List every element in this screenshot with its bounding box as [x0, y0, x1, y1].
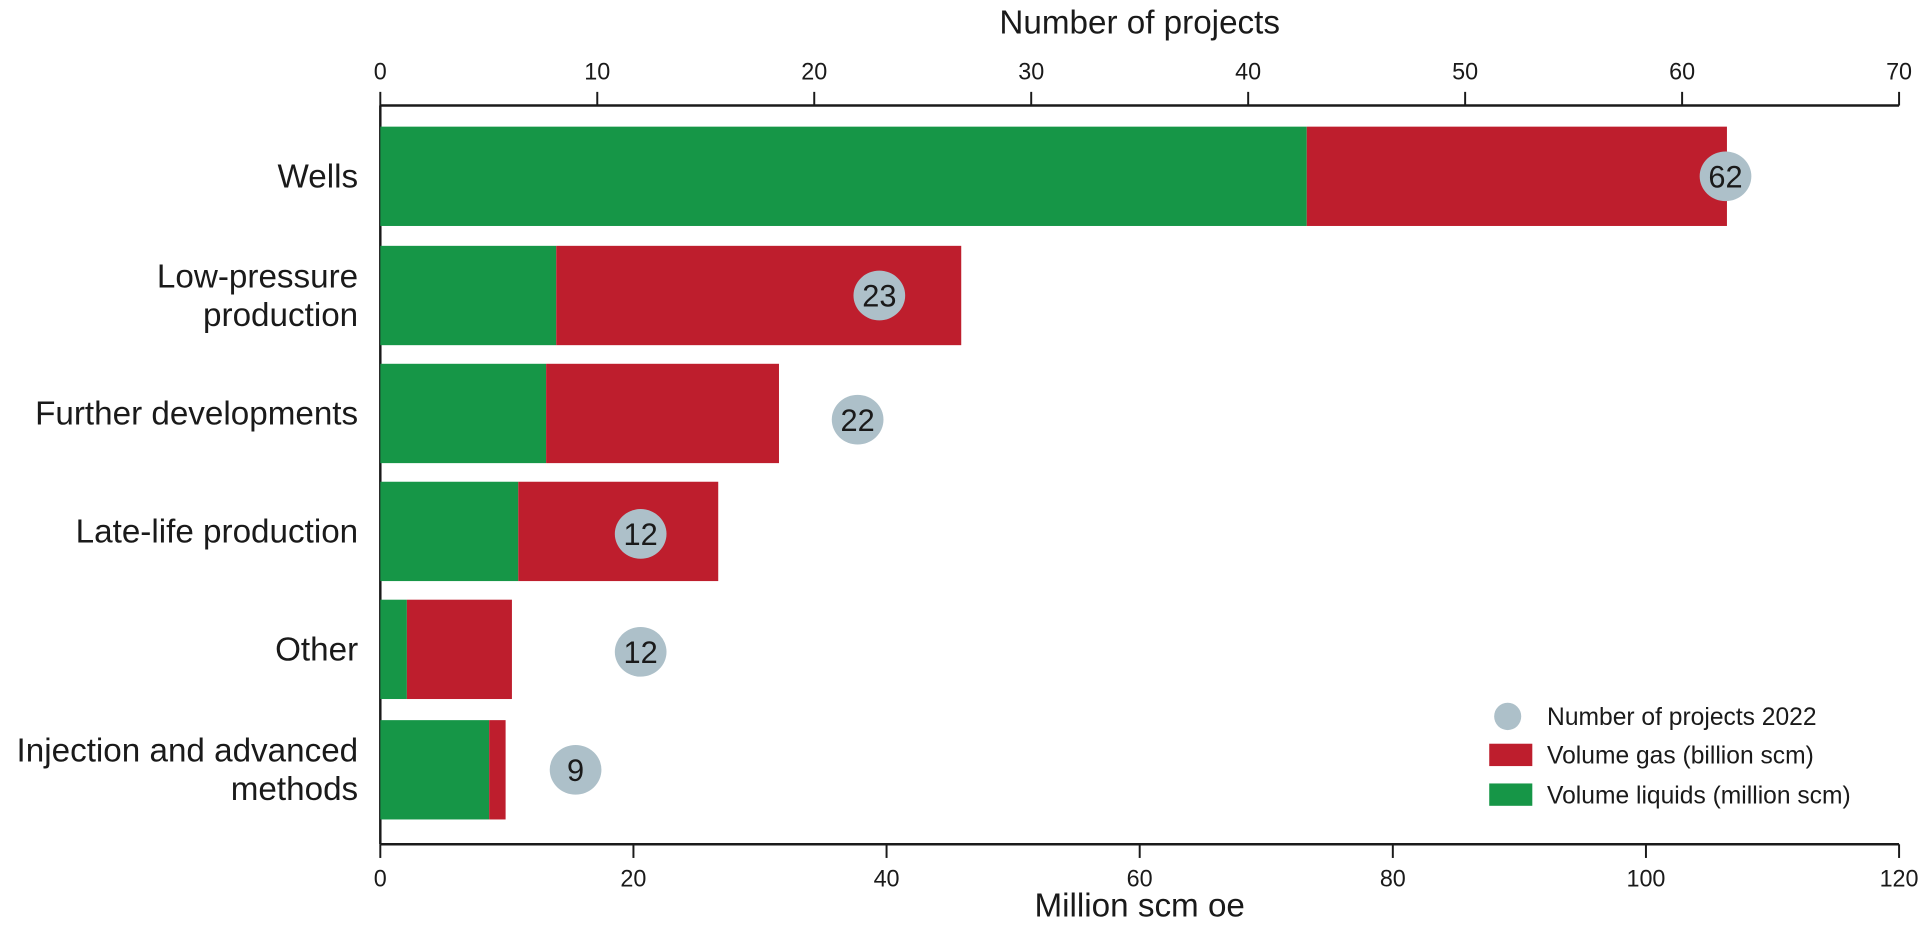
- bottom-axis: 0 20 40 60 80 100 120: [374, 843, 1919, 892]
- bar-liquids: [380, 245, 557, 346]
- category-label: production: [203, 297, 358, 334]
- bar-gas: [406, 599, 512, 700]
- project-count-label: 12: [624, 635, 658, 670]
- top-tick-label: 0: [374, 58, 387, 84]
- legend-circle-icon: [1494, 702, 1522, 731]
- project-count-marker: [614, 509, 667, 559]
- project-count-label: 22: [841, 403, 875, 438]
- category-label: Wells: [278, 158, 359, 195]
- legend-label: Volume liquids (million scm): [1547, 782, 1851, 809]
- bar-liquids: [380, 363, 547, 464]
- bottom-tick-label: 0: [374, 865, 387, 891]
- category-label: Late-life production: [76, 513, 358, 550]
- top-tick-label: 60: [1669, 58, 1695, 84]
- top-tick-label: 20: [801, 58, 827, 84]
- bar-liquids: [380, 481, 519, 582]
- category-label: Low-pressure: [157, 258, 358, 295]
- project-markers: 62 23 22 12 12 9: [549, 151, 1752, 795]
- bottom-tick-label: 80: [1380, 865, 1406, 891]
- category-label: methods: [231, 771, 358, 808]
- legend-label: Volume gas (billion scm): [1547, 742, 1814, 769]
- project-count-label: 23: [862, 279, 896, 314]
- bar-liquids: [380, 599, 407, 700]
- project-count-marker: [853, 270, 906, 321]
- top-tick-label: 40: [1235, 58, 1261, 84]
- top-axis-title: Number of projects: [999, 4, 1280, 41]
- project-count-label: 62: [1708, 159, 1742, 194]
- legend-swatch-icon: [1489, 743, 1533, 767]
- bottom-tick-label: 100: [1626, 865, 1665, 891]
- project-count-marker: [831, 394, 884, 445]
- bar-gas: [489, 720, 506, 820]
- category-label: Injection and advanced: [17, 733, 359, 770]
- bar-liquids: [380, 720, 490, 820]
- project-count-label: 9: [567, 753, 584, 788]
- bottom-axis-title: Million scm oe: [1034, 887, 1244, 924]
- project-count-label: 12: [624, 517, 658, 552]
- bar-liquids: [380, 126, 1307, 226]
- legend-label: Number of projects 2022: [1547, 704, 1816, 731]
- bars: [380, 126, 1727, 820]
- category-label: Further developments: [35, 396, 358, 433]
- bottom-tick-label: 120: [1880, 865, 1919, 891]
- project-count-marker: [614, 627, 667, 677]
- top-tick-label: 10: [584, 58, 610, 84]
- project-count-marker: [1699, 151, 1752, 202]
- bar-gas: [1306, 126, 1727, 226]
- bottom-tick-label: 60: [1127, 865, 1153, 891]
- top-tick-label: 70: [1886, 58, 1912, 84]
- bar-gas: [546, 363, 779, 464]
- category-label: Other: [275, 631, 358, 668]
- top-tick-label: 30: [1018, 58, 1044, 84]
- project-count-marker: [549, 744, 602, 795]
- legend: Number of projects 2022 Volume gas (billi…: [1489, 702, 1851, 809]
- bottom-tick-label: 40: [874, 865, 900, 891]
- top-tick-label: 50: [1452, 58, 1478, 84]
- bottom-tick-label: 20: [620, 865, 646, 891]
- legend-swatch-icon: [1489, 783, 1533, 806]
